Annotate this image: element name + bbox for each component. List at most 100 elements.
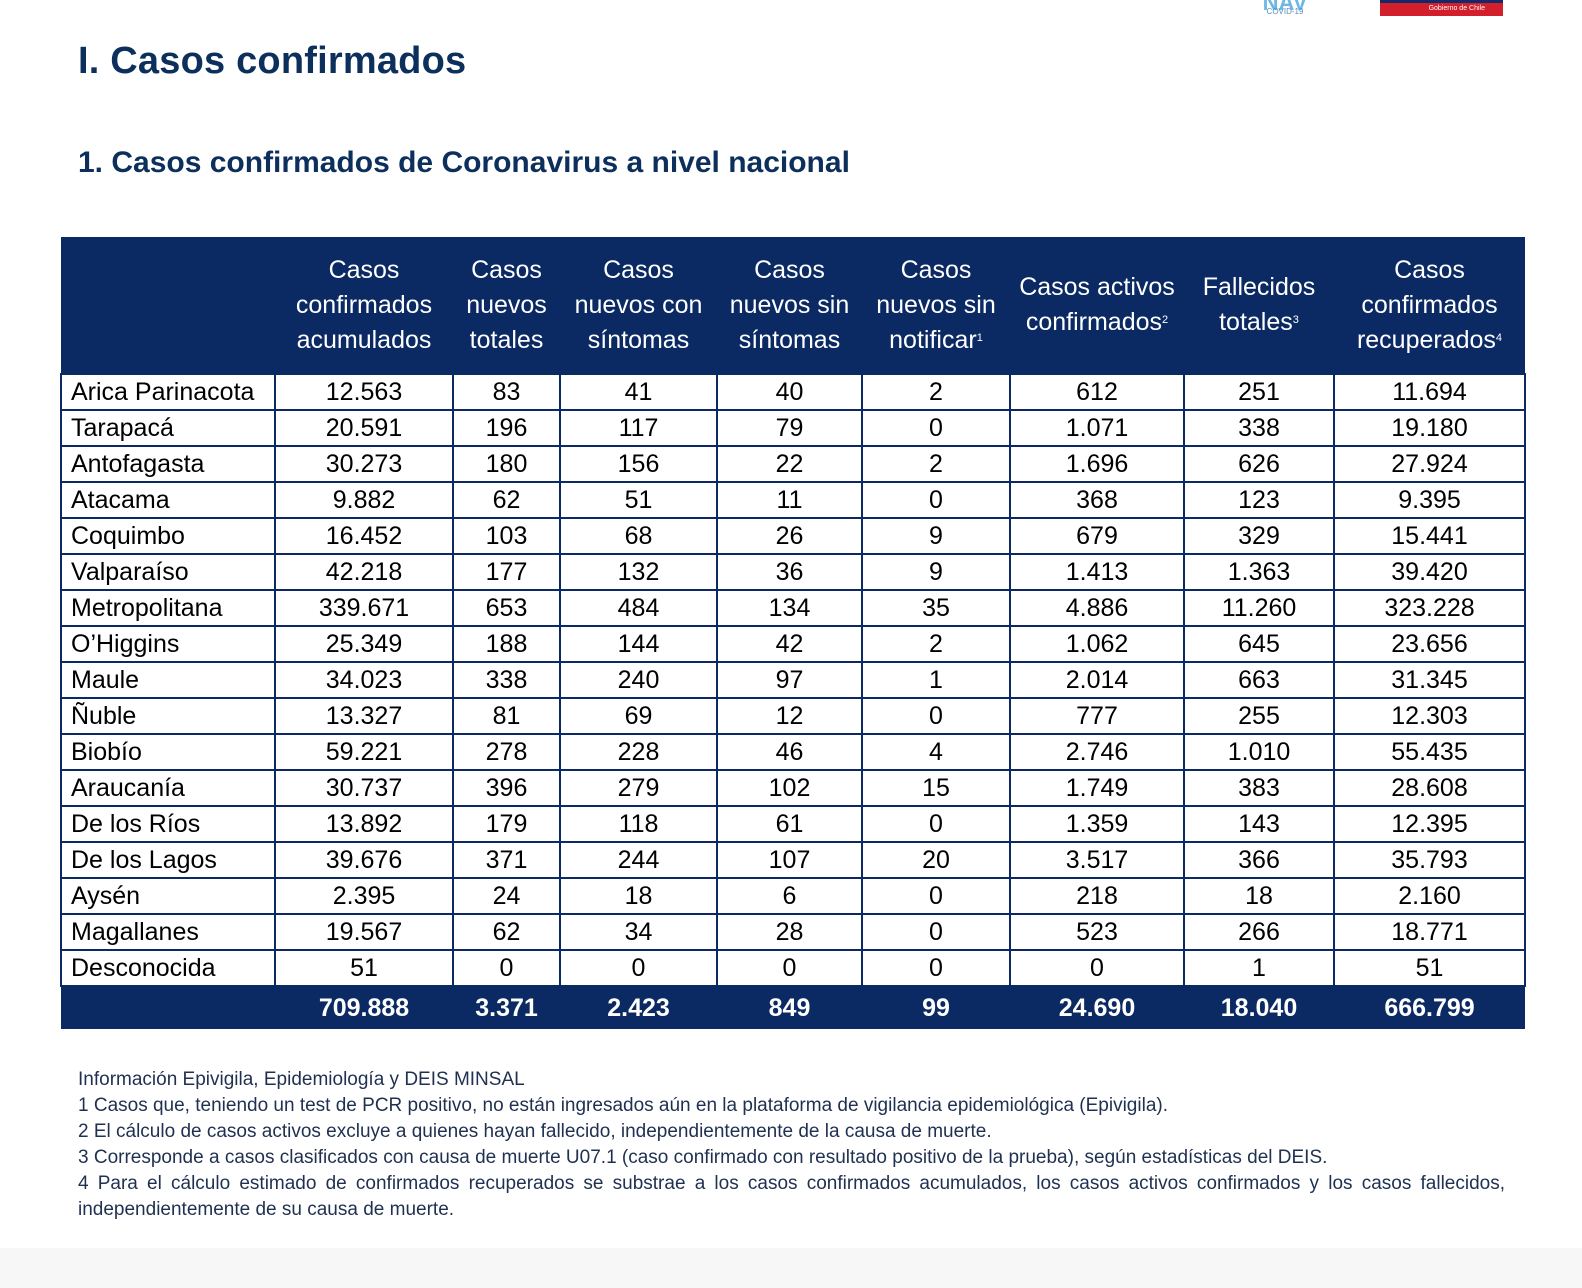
- value-cell: 1.010: [1183, 733, 1335, 771]
- value-cell: 1.071: [1009, 409, 1185, 447]
- value-cell: 777: [1009, 697, 1185, 735]
- region-name-cell: Valparaíso: [60, 553, 276, 591]
- value-cell: 1.749: [1009, 769, 1185, 807]
- value-cell: 338: [452, 661, 561, 699]
- value-cell: 645: [1183, 625, 1335, 663]
- value-cell: 0: [861, 949, 1011, 987]
- gobierno-chile-logo: Gobierno de Chile: [1380, 0, 1503, 16]
- column-header: Casos nuevos sin síntomas: [717, 237, 862, 374]
- value-cell: 0: [861, 409, 1011, 447]
- value-cell: 383: [1183, 769, 1335, 807]
- table-row: Valparaíso 42.218 177 132 36 9 1.413 1.363 39.42…: [60, 553, 1526, 591]
- column-header-label: Casos nuevos totales: [466, 255, 547, 354]
- table-row: Aysén 2.395 24 18 6 0 218 18 2.160: [60, 877, 1526, 915]
- value-cell: 244: [559, 841, 718, 879]
- value-cell: 12.303: [1333, 697, 1526, 735]
- table-row: Metropolitana 339.671 653 484 134 35 4.886 11.2…: [60, 589, 1526, 627]
- value-cell: 15: [861, 769, 1011, 807]
- value-cell: 626: [1183, 445, 1335, 483]
- value-cell: 79: [716, 409, 863, 447]
- total-cell: 709.888: [275, 986, 453, 1029]
- value-cell: 27.924: [1333, 445, 1526, 483]
- value-cell: 107: [716, 841, 863, 879]
- footnote-marker: 1: [976, 331, 983, 344]
- region-name-cell: Desconocida: [60, 949, 276, 987]
- footnote-marker: 2: [1162, 314, 1169, 326]
- value-cell: 0: [861, 877, 1011, 915]
- table-body: Arica Parinacota 12.563 83 41 40 2 612 251 11.69…: [60, 373, 1526, 987]
- value-cell: 1: [1183, 949, 1335, 987]
- note-2: 2 El cálculo de casos activos excluye a …: [78, 1121, 992, 1142]
- value-cell: 0: [559, 949, 718, 987]
- value-cell: 34: [559, 913, 718, 951]
- value-cell: 41: [559, 373, 718, 411]
- value-cell: 279: [559, 769, 718, 807]
- value-cell: 218: [1009, 877, 1185, 915]
- value-cell: 0: [861, 697, 1011, 735]
- value-cell: 228: [559, 733, 718, 771]
- value-cell: 26: [716, 517, 863, 555]
- region-name-cell: De los Lagos: [60, 841, 276, 879]
- value-cell: 9: [861, 517, 1011, 555]
- value-cell: 266: [1183, 913, 1335, 951]
- region-name-cell: Aysén: [60, 877, 276, 915]
- table-row: De los Lagos 39.676 371 244 107 20 3.517 366 35.…: [60, 841, 1526, 879]
- value-cell: 177: [452, 553, 561, 591]
- total-cell: 849: [717, 986, 862, 1029]
- column-header-label: Casos confirmados acumulados: [295, 255, 433, 354]
- region-name-cell: Metropolitana: [60, 589, 276, 627]
- value-cell: 134: [716, 589, 863, 627]
- value-cell: 34.023: [274, 661, 454, 699]
- column-header: Casos confirmados acumulados: [275, 237, 453, 374]
- value-cell: 22: [716, 445, 863, 483]
- value-cell: 31.345: [1333, 661, 1526, 699]
- value-cell: 1.696: [1009, 445, 1185, 483]
- value-cell: 1.363: [1183, 553, 1335, 591]
- value-cell: 61: [716, 805, 863, 843]
- value-cell: 366: [1183, 841, 1335, 879]
- value-cell: 13.892: [274, 805, 454, 843]
- total-cell: 18.040: [1184, 986, 1334, 1029]
- page-bottom-edge: [0, 1248, 1582, 1288]
- value-cell: 0: [861, 805, 1011, 843]
- value-cell: 278: [452, 733, 561, 771]
- total-cell: 99: [862, 986, 1010, 1029]
- value-cell: 62: [452, 481, 561, 519]
- value-cell: 55.435: [1333, 733, 1526, 771]
- table-row: Ñuble 13.327 81 69 12 0 777 255 12.303: [60, 697, 1526, 735]
- value-cell: 42: [716, 625, 863, 663]
- column-header-label: Fallecidos totales: [1202, 273, 1316, 336]
- page-title: I. Casos confirmados: [78, 40, 467, 82]
- value-cell: 339.671: [274, 589, 454, 627]
- column-header-label: Casos nuevos sin notificar: [876, 255, 996, 354]
- footnote-marker: 4: [1495, 331, 1503, 344]
- value-cell: 11.694: [1333, 373, 1526, 411]
- region-name-cell: O’Higgins: [60, 625, 276, 663]
- total-cell: 2.423: [560, 986, 717, 1029]
- value-cell: 1.062: [1009, 625, 1185, 663]
- note-4: 4 Para el cálculo estimado de confirmado…: [78, 1173, 1505, 1220]
- value-cell: 23.656: [1333, 625, 1526, 663]
- value-cell: 0: [861, 913, 1011, 951]
- value-cell: 20.591: [274, 409, 454, 447]
- value-cell: 59.221: [274, 733, 454, 771]
- value-cell: 0: [1009, 949, 1185, 987]
- value-cell: 3.517: [1009, 841, 1185, 879]
- total-cell: 666.799: [1334, 986, 1525, 1029]
- value-cell: 371: [452, 841, 561, 879]
- value-cell: 97: [716, 661, 863, 699]
- value-cell: 2.395: [274, 877, 454, 915]
- value-cell: 123: [1183, 481, 1335, 519]
- value-cell: 1.359: [1009, 805, 1185, 843]
- value-cell: 180: [452, 445, 561, 483]
- total-cell: 24.690: [1010, 986, 1184, 1029]
- value-cell: 39.676: [274, 841, 454, 879]
- value-cell: 103: [452, 517, 561, 555]
- table-row: Atacama 9.882 62 51 11 0 368 123 9.395: [60, 481, 1526, 519]
- region-name-cell: Atacama: [60, 481, 276, 519]
- note-source: Información Epivigila, Epidemiología y D…: [78, 1069, 525, 1090]
- value-cell: 0: [861, 481, 1011, 519]
- nav-logo-subtext: COVID-19: [1266, 7, 1304, 16]
- value-cell: 35.793: [1333, 841, 1526, 879]
- value-cell: 255: [1183, 697, 1335, 735]
